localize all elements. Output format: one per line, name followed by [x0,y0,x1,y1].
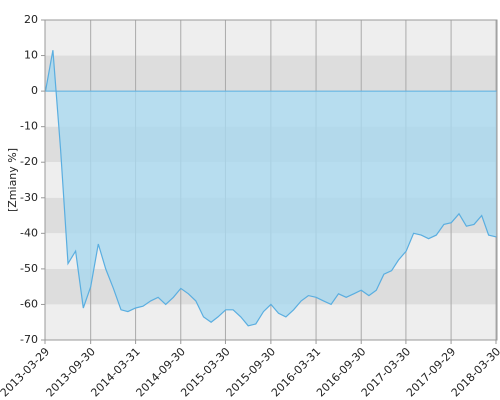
y-tick-label: -60 [20,297,38,310]
y-tick-label: 0 [31,84,38,97]
y-tick-label: 20 [24,13,38,26]
plot-frame [44,19,498,341]
y-axis-label: [Zmiany %] [6,148,19,212]
y-tick-label: -10 [20,120,38,133]
y-tick-label: -40 [20,226,38,239]
area-fill [45,50,497,326]
y-tick-label: -70 [20,333,38,346]
y-tick-label: 10 [24,49,38,62]
line [44,50,497,327]
y-tick-label: -50 [20,262,38,275]
y-tick-label: -30 [20,191,38,204]
y-tick-label: -20 [20,155,38,168]
